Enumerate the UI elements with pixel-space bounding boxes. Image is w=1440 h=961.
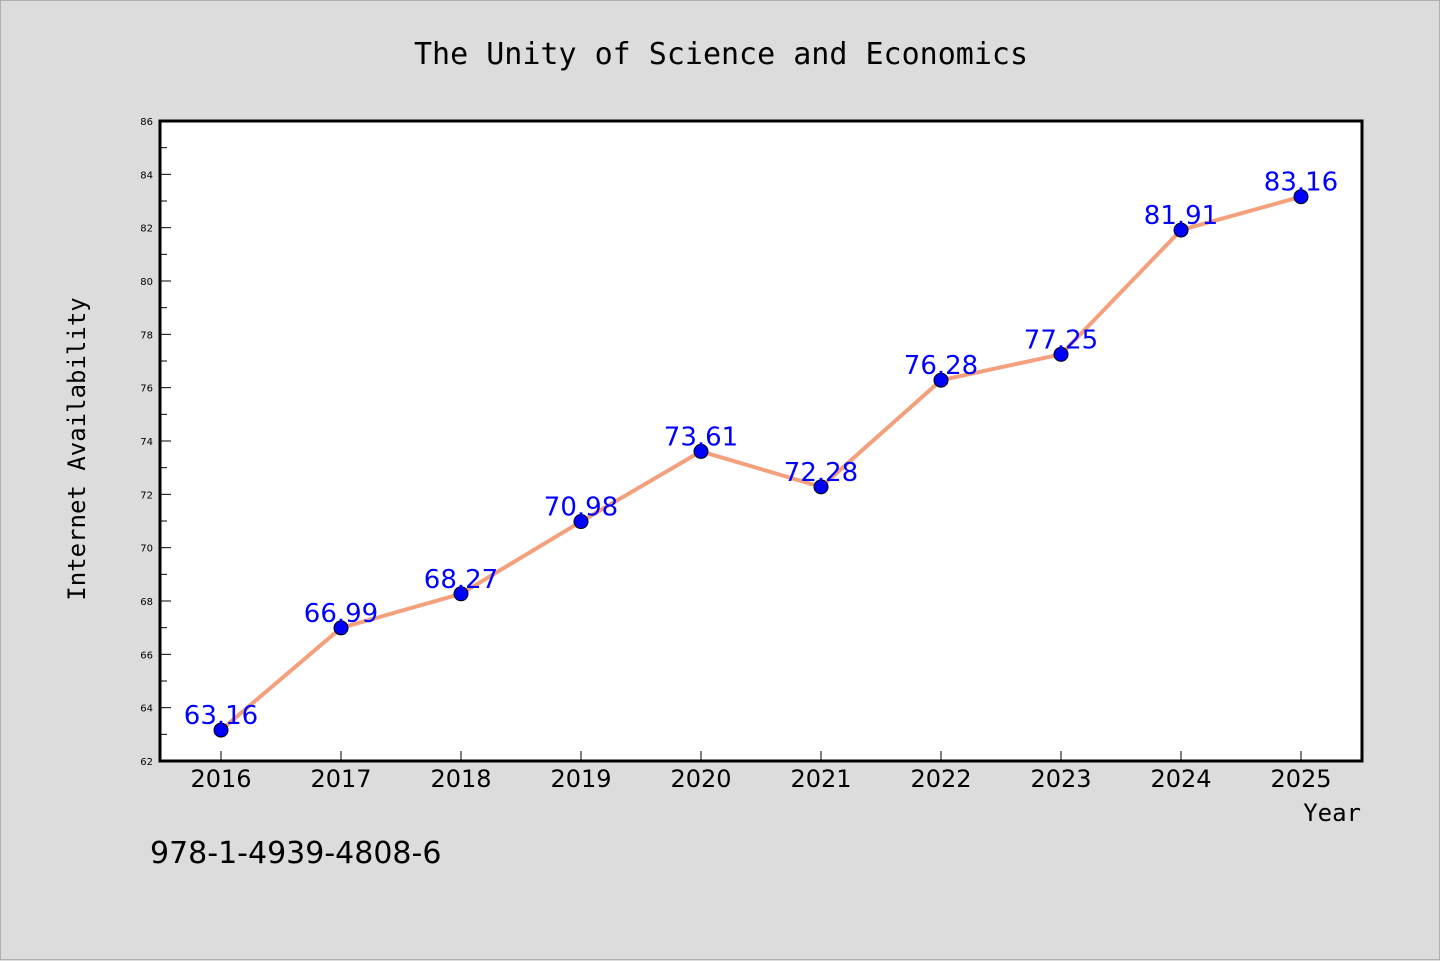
isbn-text: 978-1-4939-4808-6 bbox=[150, 836, 442, 871]
series-layer: 63.16 66.99 68.27 70.98 73.61 72.28 76.28 77.25… bbox=[184, 168, 1338, 738]
data-point bbox=[333, 620, 349, 636]
y-axis: 62 64 66 68 70 72 74 76 78 80 82 84 86 bbox=[140, 117, 171, 768]
series-line bbox=[219, 194, 1302, 732]
y-tick-label: 72 bbox=[140, 490, 153, 501]
x-tick-label: 2018 bbox=[430, 765, 491, 793]
x-tick-label: 2025 bbox=[1270, 765, 1331, 793]
y-tick-label: 74 bbox=[140, 437, 153, 448]
y-tick-label: 86 bbox=[140, 117, 153, 128]
data-point bbox=[1293, 189, 1309, 205]
y-tick-label: 84 bbox=[140, 170, 153, 181]
data-label: 81.91 bbox=[1144, 201, 1218, 231]
x-tick-label: 2016 bbox=[190, 765, 251, 793]
y-tick-label: 64 bbox=[140, 704, 153, 715]
x-tick-label: 2017 bbox=[310, 765, 371, 793]
y-tick-label: 76 bbox=[140, 384, 153, 395]
data-label: 68.27 bbox=[424, 565, 498, 595]
data-point bbox=[693, 443, 709, 459]
chart-title: The Unity of Science and Economics bbox=[414, 37, 1028, 72]
x-tick-label: 2019 bbox=[550, 765, 611, 793]
data-point bbox=[1173, 222, 1189, 238]
data-label: 63.16 bbox=[184, 701, 258, 731]
y-tick-label: 80 bbox=[140, 277, 153, 288]
y-tick-label: 66 bbox=[140, 650, 153, 661]
x-axis-label: Year bbox=[1303, 799, 1361, 827]
y-tick-label: 70 bbox=[140, 544, 153, 555]
x-tick-label: 2022 bbox=[910, 765, 971, 793]
data-label: 66.99 bbox=[304, 599, 378, 629]
data-label: 83.16 bbox=[1264, 168, 1338, 198]
y-tick-label: 68 bbox=[140, 597, 153, 608]
y-tick-label: 62 bbox=[140, 757, 153, 768]
x-tick-label: 2024 bbox=[1150, 765, 1211, 793]
x-axis: 2016 2017 2018 2019 2020 2021 2022 2023 2024 2025 bbox=[190, 751, 1332, 793]
x-tick-label: 2021 bbox=[790, 765, 851, 793]
data-label: 72.28 bbox=[784, 458, 858, 488]
data-point bbox=[1053, 346, 1069, 362]
data-label: 77.25 bbox=[1024, 325, 1098, 355]
data-point bbox=[453, 586, 469, 602]
y-tick-label: 78 bbox=[140, 330, 153, 341]
y-axis-label: Internet Availability bbox=[63, 297, 91, 600]
x-tick-label: 2023 bbox=[1030, 765, 1091, 793]
data-point bbox=[933, 372, 949, 388]
data-label: 70.98 bbox=[544, 493, 618, 523]
data-point bbox=[213, 722, 229, 738]
data-label: 76.28 bbox=[904, 351, 978, 381]
data-point bbox=[573, 514, 589, 530]
data-label: 73.61 bbox=[664, 422, 738, 452]
y-tick-label: 82 bbox=[140, 224, 153, 235]
x-tick-label: 2020 bbox=[670, 765, 731, 793]
data-point bbox=[813, 479, 829, 495]
plot-area bbox=[158, 119, 1364, 763]
